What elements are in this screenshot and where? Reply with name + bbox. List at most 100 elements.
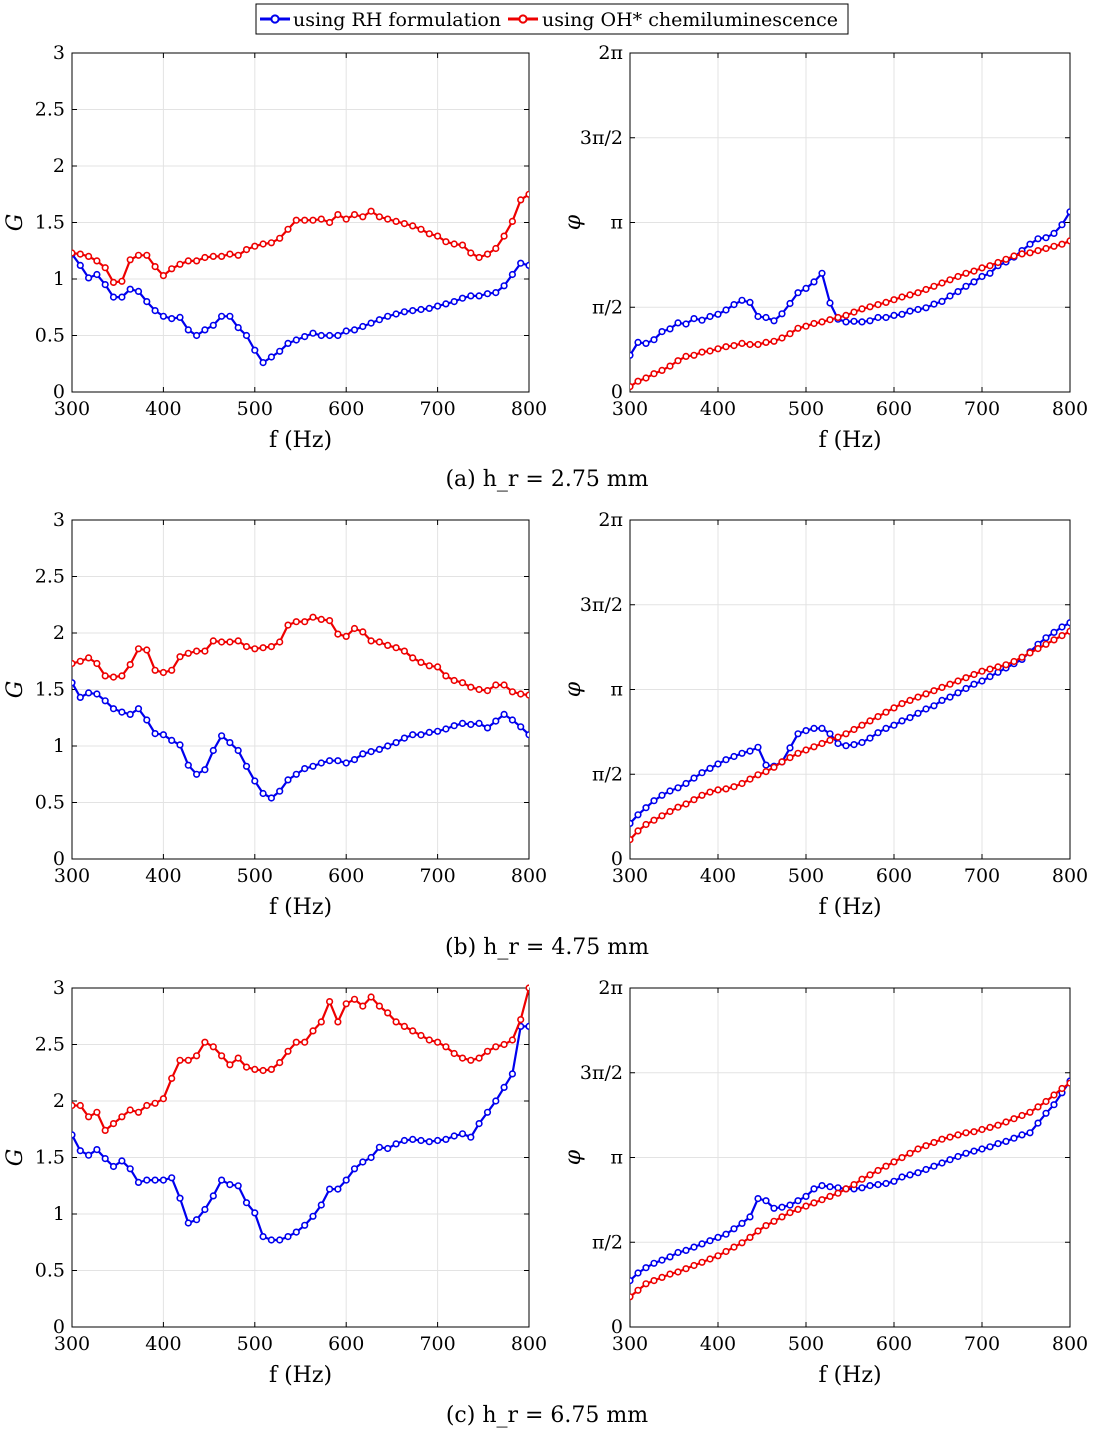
caption-c: (c) h_r = 6.75 mm	[446, 1403, 648, 1428]
data-point	[746, 340, 754, 349]
data-point	[786, 753, 794, 762]
data-point	[425, 230, 433, 238]
data-point	[417, 731, 425, 739]
data-point	[359, 322, 367, 331]
chart-panel-c-gain: 300 400 500 600 700 800 0 0.5 1 1.5 2 2.5 3 f (Hz) G	[3, 977, 547, 1388]
data-point	[151, 307, 159, 315]
x-tick-label: 500	[237, 398, 273, 420]
x-tick-label: 800	[1052, 1333, 1088, 1355]
data-point	[1050, 628, 1058, 637]
axes-box	[71, 519, 530, 860]
data-point	[101, 1126, 109, 1134]
data-point	[143, 1176, 151, 1184]
data-point	[706, 312, 714, 321]
data-point	[517, 723, 525, 731]
data-point	[218, 732, 226, 740]
data-point	[850, 740, 858, 749]
data-point	[1042, 234, 1050, 242]
data-point	[730, 301, 738, 309]
data-point	[184, 326, 192, 334]
x-tick-label: 700	[419, 398, 455, 420]
data-point	[842, 730, 850, 738]
data-point	[267, 239, 276, 247]
data-point	[882, 724, 890, 733]
series-rh	[630, 619, 1070, 827]
data-point	[134, 1108, 143, 1116]
data-point	[492, 1097, 500, 1105]
data-point	[242, 762, 251, 770]
data-point	[1050, 1091, 1058, 1099]
data-point	[292, 336, 300, 344]
data-point	[962, 674, 970, 682]
x-tick-label: 300	[612, 398, 648, 420]
data-point	[698, 791, 706, 799]
data-point	[866, 734, 874, 742]
data-point	[642, 820, 650, 829]
data-point	[492, 289, 500, 297]
data-point	[109, 705, 118, 713]
data-point	[778, 758, 786, 766]
y-tick-label: π	[611, 1147, 624, 1169]
series-line	[72, 253, 529, 365]
series-line	[72, 682, 529, 800]
data-point	[938, 297, 946, 306]
data-point	[467, 249, 475, 257]
data-point	[284, 225, 292, 233]
data-point	[326, 757, 334, 765]
data-point	[690, 774, 698, 782]
series-rh	[630, 208, 1070, 359]
x-axis-label: f (Hz)	[269, 1363, 332, 1388]
y-tick-label: 2π	[598, 509, 623, 531]
data-point	[442, 1043, 450, 1051]
data-point	[738, 1239, 746, 1247]
data-point	[93, 659, 101, 668]
x-tick-label: 300	[612, 865, 648, 887]
data-point	[858, 721, 866, 729]
data-point	[350, 624, 359, 633]
data-point	[978, 272, 986, 281]
data-point	[938, 696, 946, 705]
data-point	[72, 679, 76, 687]
data-point	[674, 1268, 682, 1276]
data-point	[292, 216, 300, 224]
data-point	[730, 1243, 738, 1251]
data-point	[986, 269, 994, 277]
data-point	[508, 217, 517, 225]
y-tick-label: 3	[53, 509, 65, 531]
data-point	[850, 308, 858, 316]
data-point	[1026, 649, 1034, 657]
data-point	[630, 819, 634, 827]
data-point	[658, 812, 666, 820]
data-point	[392, 310, 400, 318]
data-point	[134, 287, 143, 296]
data-point	[650, 816, 658, 824]
data-point	[176, 653, 184, 661]
x-tick-label: 700	[964, 1333, 1000, 1355]
data-point	[1010, 1115, 1018, 1123]
data-point	[786, 299, 794, 308]
data-point	[234, 251, 242, 259]
data-point	[118, 1113, 126, 1121]
data-point	[898, 293, 906, 301]
data-point	[722, 1230, 730, 1238]
data-point	[802, 322, 810, 330]
data-point	[850, 1180, 858, 1189]
data-point	[810, 1185, 818, 1193]
data-point	[762, 338, 770, 347]
series-rh	[72, 250, 529, 367]
x-tick-label: 400	[700, 398, 736, 420]
data-point	[159, 1095, 167, 1103]
data-point	[682, 800, 690, 808]
data-point	[818, 1181, 826, 1190]
y-tick-label: 1	[53, 268, 65, 290]
data-point	[334, 757, 342, 765]
data-point	[242, 246, 251, 254]
data-point	[500, 1040, 508, 1049]
data-point	[650, 1259, 658, 1267]
data-point	[168, 666, 176, 674]
data-point	[400, 1136, 409, 1145]
data-point	[770, 1217, 778, 1225]
series-line	[72, 193, 529, 284]
data-point	[634, 1286, 642, 1294]
data-point	[334, 630, 342, 638]
